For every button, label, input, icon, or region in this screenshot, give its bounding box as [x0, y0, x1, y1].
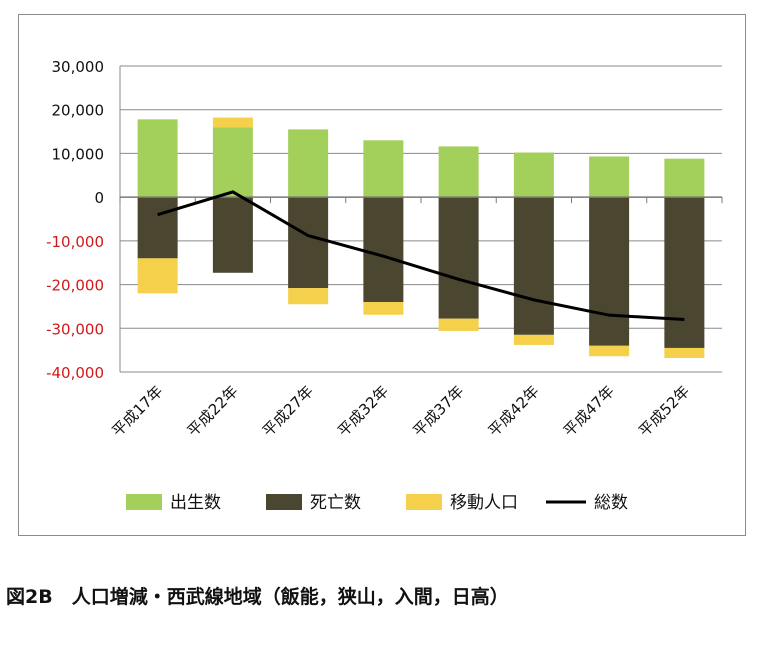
- bar-出生数: [589, 156, 630, 198]
- figure-caption: 図2B 人口増減・西武線地域（飯能，狭山，入間，日高）: [6, 586, 509, 608]
- bar-移動人口: [363, 302, 404, 315]
- legend-label: 出生数: [170, 493, 221, 513]
- x-tick-label: 平成52年: [635, 382, 693, 440]
- x-tick-label: 平成27年: [259, 382, 317, 440]
- bar-出生数: [664, 158, 705, 198]
- legend-label: 移動人口: [450, 493, 518, 513]
- legend-label: 死亡数: [310, 493, 361, 513]
- bar-移動人口: [212, 117, 253, 128]
- bar-出生数: [137, 119, 178, 198]
- bar-出生数: [288, 129, 329, 198]
- bar-死亡数: [363, 197, 404, 303]
- legend-swatch: [406, 494, 442, 510]
- legend-label: 総数: [594, 493, 628, 513]
- bar-移動人口: [288, 288, 329, 305]
- bar-移動人口: [438, 318, 479, 331]
- bar-移動人口: [664, 347, 705, 359]
- bar-死亡数: [664, 197, 705, 348]
- bar-死亡数: [288, 197, 329, 289]
- x-tick-label: 平成22年: [184, 382, 242, 440]
- y-tick-label: -10,000: [46, 233, 104, 251]
- bar-死亡数: [212, 197, 253, 273]
- bar-死亡数: [137, 197, 178, 259]
- bar-移動人口: [137, 258, 178, 294]
- y-tick-label: -40,000: [46, 364, 104, 382]
- bar-移動人口: [589, 345, 630, 357]
- y-tick-label: -20,000: [46, 277, 104, 295]
- x-tick-label: 平成42年: [485, 382, 543, 440]
- bar-移動人口: [513, 334, 554, 345]
- bar-死亡数: [589, 197, 630, 346]
- y-tick-label: -30,000: [46, 320, 104, 338]
- legend-swatch: [266, 494, 302, 510]
- x-tick-label: 平成17年: [108, 382, 166, 440]
- bar-出生数: [212, 127, 253, 198]
- line-総数: [157, 190, 685, 322]
- y-tick-label: 30,000: [52, 58, 105, 76]
- x-tick-label: 平成32年: [334, 382, 392, 440]
- x-tick-label: 平成47年: [560, 382, 618, 440]
- x-tick-label: 平成37年: [409, 382, 467, 440]
- bar-死亡数: [438, 197, 479, 319]
- bar-出生数: [438, 146, 479, 198]
- y-tick-label: 0: [94, 189, 104, 207]
- y-tick-label: 20,000: [52, 102, 105, 120]
- bar-出生数: [363, 140, 404, 198]
- y-tick-label: 10,000: [52, 145, 105, 163]
- bar-出生数: [513, 152, 554, 198]
- legend-swatch: [126, 494, 162, 510]
- bar-死亡数: [513, 197, 554, 335]
